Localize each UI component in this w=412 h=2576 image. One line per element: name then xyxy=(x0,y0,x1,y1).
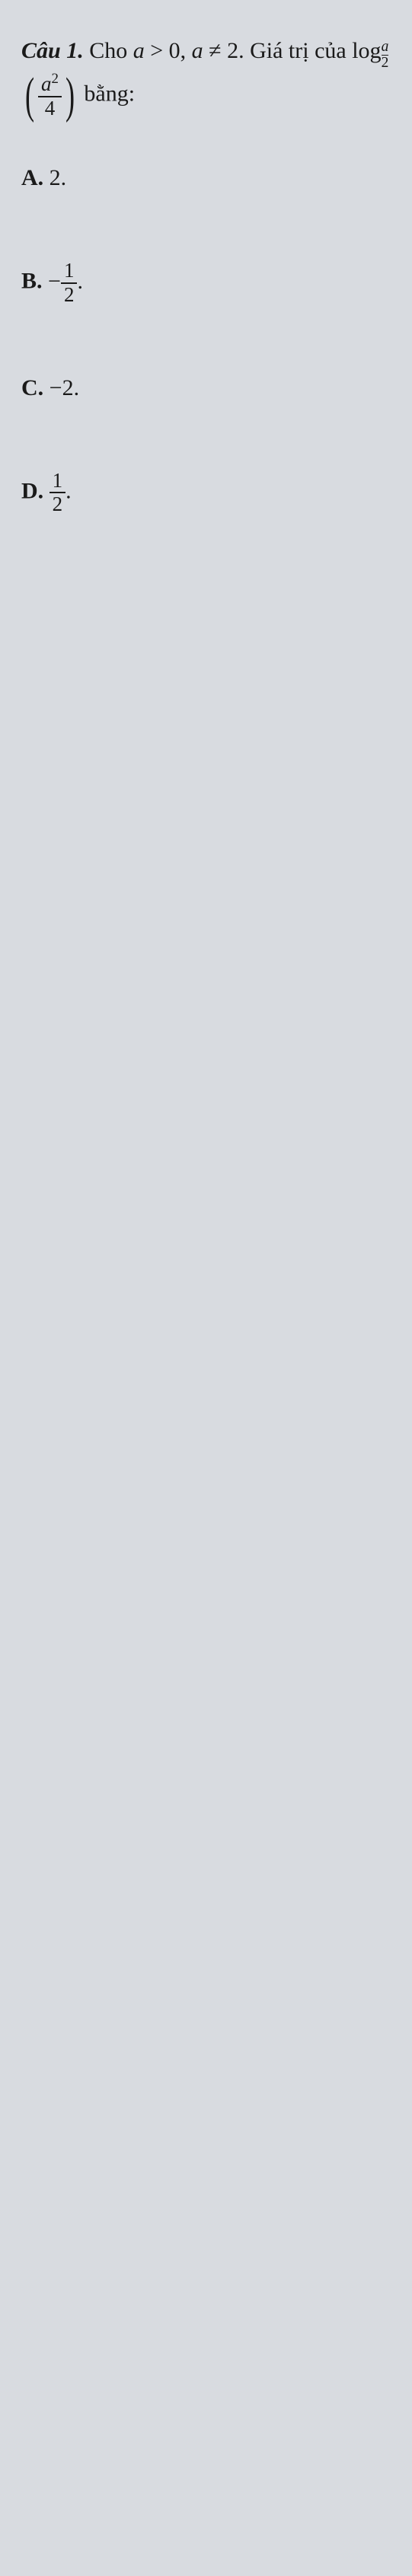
log-word: log xyxy=(352,38,381,63)
question-suffix: bằng: xyxy=(84,81,135,107)
question-mid: . Giá trị của xyxy=(238,38,352,63)
cond1-op: > xyxy=(145,38,169,63)
option-a: A. 2. xyxy=(21,165,391,191)
option-d-frac: 12 xyxy=(50,470,66,516)
arg-num-exp: 2 xyxy=(51,71,58,87)
option-c-tail: . xyxy=(74,375,80,400)
question-label: Câu 1. xyxy=(21,38,84,63)
log-base-num: a xyxy=(382,40,389,55)
options-list: A. 2. B. −12. C. −2. D. 12. xyxy=(21,165,391,516)
option-b: B. −12. xyxy=(21,260,391,306)
option-b-value: −12. xyxy=(48,269,83,294)
option-c: C. −2. xyxy=(21,375,391,401)
option-a-value: 2 xyxy=(50,165,61,190)
option-b-num: 1 xyxy=(61,260,78,282)
arg-num-base: a xyxy=(41,72,52,95)
option-b-tail: . xyxy=(77,269,83,294)
cond1-rhs: 0 xyxy=(169,38,180,63)
question-prefix: Cho xyxy=(89,38,133,63)
option-b-frac: 12 xyxy=(61,260,78,306)
option-d-num: 1 xyxy=(50,470,66,493)
option-b-label: B. xyxy=(21,269,43,294)
log-base-den: 2 xyxy=(382,55,389,71)
cond2-lhs: a xyxy=(192,38,203,63)
option-d-den: 2 xyxy=(50,492,66,516)
option-a-label: A. xyxy=(21,165,43,190)
log-arg: a24 xyxy=(38,72,62,120)
cond-sep: , xyxy=(180,38,192,63)
option-c-value: 2 xyxy=(62,375,74,400)
cond1-lhs: a xyxy=(133,38,145,63)
arg-den: 4 xyxy=(38,96,62,120)
option-b-neg: − xyxy=(48,269,61,294)
log-base: a2 xyxy=(382,40,389,70)
option-c-neg: − xyxy=(50,375,62,400)
arg-num: a2 xyxy=(38,72,62,96)
option-d-label: D. xyxy=(21,478,43,503)
cond2-op: ≠ xyxy=(203,38,227,63)
option-b-den: 2 xyxy=(61,282,78,307)
option-d-tail: . xyxy=(65,478,72,503)
option-d: D. 12. xyxy=(21,470,391,516)
cond2-rhs: 2 xyxy=(227,38,238,63)
option-c-label: C. xyxy=(21,375,43,400)
option-a-tail: . xyxy=(61,165,67,190)
question-text: Câu 1. Cho a > 0, a ≠ 2. Giá trị của log… xyxy=(21,30,391,120)
